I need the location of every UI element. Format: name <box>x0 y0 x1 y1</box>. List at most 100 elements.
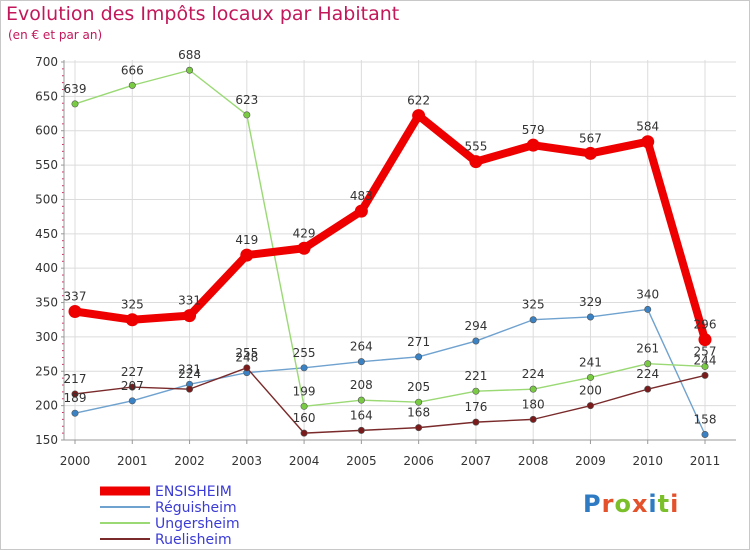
data-label: 255 <box>293 346 316 360</box>
data-label: 584 <box>636 120 659 134</box>
data-point <box>698 333 712 347</box>
data-label: 419 <box>235 233 258 247</box>
data-point <box>297 241 311 255</box>
data-point <box>71 390 79 398</box>
data-label: 555 <box>464 140 487 154</box>
series-line-ensisheim <box>71 111 709 344</box>
data-label: 255 <box>235 346 258 360</box>
data-point <box>583 146 597 160</box>
data-point <box>701 431 709 439</box>
y-tick-label: 200 <box>35 399 58 413</box>
data-label: 221 <box>464 369 487 383</box>
data-point <box>412 109 426 123</box>
x-tick-label: 2011 <box>690 454 721 468</box>
data-label: 337 <box>64 289 87 303</box>
data-label: 176 <box>464 400 487 414</box>
data-point <box>586 313 594 321</box>
y-tick-label: 400 <box>35 261 58 275</box>
data-label: 224 <box>636 367 659 381</box>
data-point <box>529 316 537 324</box>
logo-letter: i <box>670 490 680 518</box>
data-label: 567 <box>579 131 602 145</box>
data-label: 244 <box>694 353 717 367</box>
logo-letter: i <box>648 490 658 518</box>
data-point <box>529 385 537 393</box>
data-label: 257 <box>694 344 717 358</box>
data-label: 199 <box>293 384 316 398</box>
logo-letter: t <box>657 490 671 518</box>
data-point <box>472 337 480 345</box>
data-point <box>183 309 197 323</box>
axes: 150 200 250 300 350 400 450 500 550 600 650 700 2000… <box>35 55 736 468</box>
data-point <box>644 385 652 393</box>
data-point <box>529 415 537 423</box>
data-label: 331 <box>178 294 201 308</box>
chart-title: Evolution des Impôts locaux par Habitant <box>6 3 400 25</box>
data-point <box>357 426 365 434</box>
y-tick-label: 450 <box>35 227 58 241</box>
series-line-réguisheim <box>74 308 706 436</box>
data-label: 224 <box>178 367 201 381</box>
series-lines <box>68 66 712 439</box>
y-tick-label: 650 <box>35 89 58 103</box>
data-point <box>354 204 368 218</box>
data-point <box>240 248 254 262</box>
plot-area <box>64 60 736 440</box>
data-label: 231 <box>178 362 201 376</box>
legend-label: ENSISHEIM <box>155 484 232 500</box>
data-point <box>472 418 480 426</box>
x-tick-label: 2004 <box>289 454 320 468</box>
data-label: 688 <box>178 48 201 62</box>
y-tick-label: 350 <box>35 296 58 310</box>
data-label: 271 <box>407 335 430 349</box>
data-point <box>701 362 709 370</box>
x-tick-label: 2000 <box>60 454 91 468</box>
data-point <box>415 424 423 432</box>
data-label: 666 <box>121 63 144 77</box>
y-tick-label: 250 <box>35 364 58 378</box>
x-tick-label: 2008 <box>518 454 549 468</box>
data-label: 200 <box>579 384 602 398</box>
grid-lines <box>64 60 736 441</box>
data-point <box>71 100 79 108</box>
data-point <box>300 429 308 437</box>
data-label: 208 <box>350 378 373 392</box>
x-tick-label: 2002 <box>174 454 205 468</box>
series-line-ungersheim <box>74 69 706 408</box>
y-tick-label: 300 <box>35 330 58 344</box>
data-label: 189 <box>64 391 87 405</box>
data-label: 248 <box>235 351 258 365</box>
logo-letter: r <box>601 490 615 518</box>
data-point <box>644 360 652 368</box>
data-label: 217 <box>64 372 87 386</box>
y-tick-label: 500 <box>35 192 58 206</box>
data-label: 264 <box>350 340 373 354</box>
data-point <box>71 409 79 417</box>
data-label: 329 <box>579 295 602 309</box>
x-tick-label: 2003 <box>232 454 263 468</box>
data-label: 325 <box>121 298 144 312</box>
data-point <box>586 402 594 410</box>
chart-subtitle: (en € et par an) <box>8 28 103 42</box>
data-point <box>701 371 709 379</box>
data-labels: 337 325 331 419 429 483 622 555 579 567 584 296 189 2… <box>64 48 717 426</box>
data-point <box>357 358 365 366</box>
y-tick-label: 550 <box>35 158 58 172</box>
proxiti-logo: Proxiti <box>583 490 679 518</box>
data-label: 241 <box>579 355 602 369</box>
data-point <box>186 385 194 393</box>
x-tick-label: 2009 <box>575 454 606 468</box>
data-point <box>243 111 251 119</box>
legend-label: Ungersheim <box>155 516 240 532</box>
data-label: 158 <box>694 413 717 427</box>
y-tick-label: 700 <box>35 55 58 69</box>
data-label: 164 <box>350 408 373 422</box>
data-point <box>357 396 365 404</box>
data-label: 325 <box>522 298 545 312</box>
data-label: 168 <box>407 406 430 420</box>
y-tick-label: 600 <box>35 124 58 138</box>
data-point <box>243 364 251 372</box>
data-point <box>526 138 540 152</box>
data-point <box>128 383 136 391</box>
